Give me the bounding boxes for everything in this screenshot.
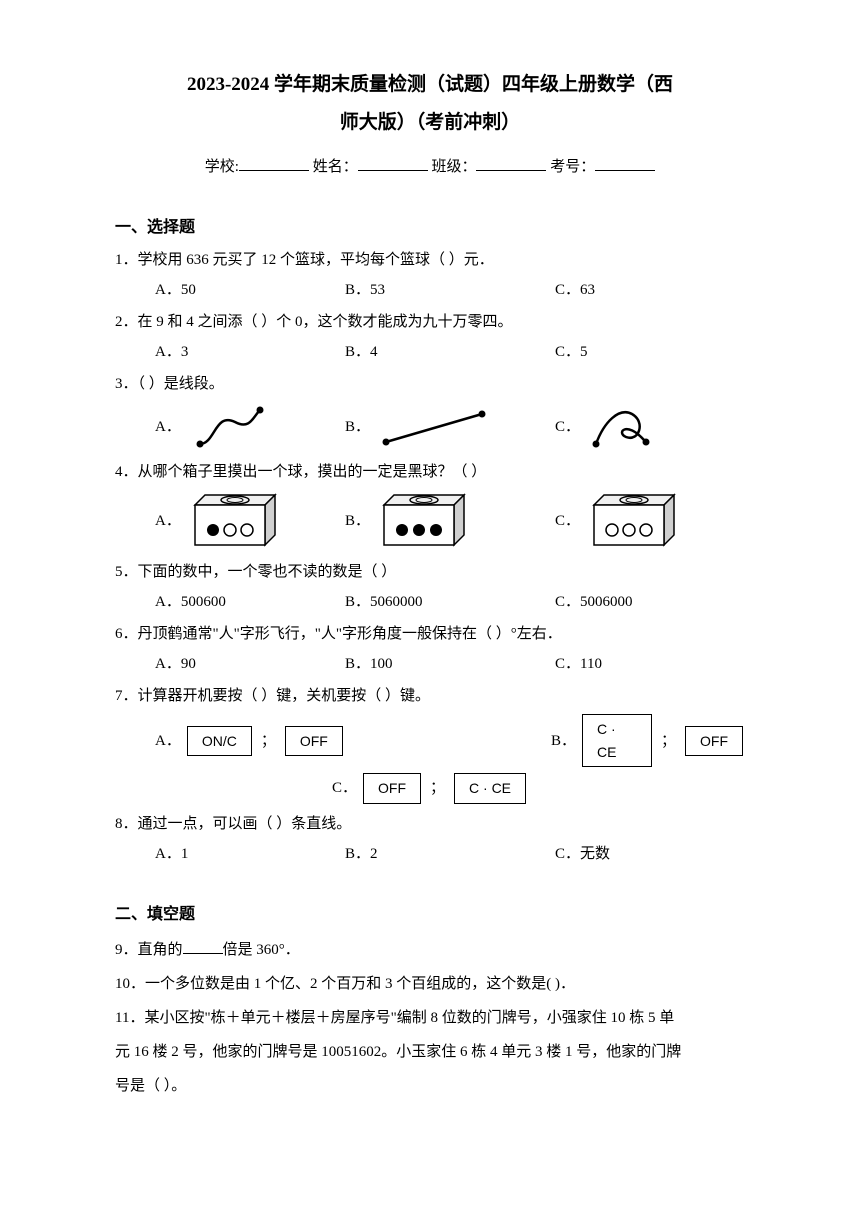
q4-opt-a[interactable]: A． [155,490,345,552]
q4-a-label: A． [155,509,181,533]
q3-opt-b[interactable]: B． [345,402,555,452]
off-button-icon: OFF [685,726,743,756]
loop-curve-icon [584,402,664,452]
blank-class[interactable] [476,153,546,171]
blank-name[interactable] [358,153,428,171]
section-2-title: 二、填空题 [115,902,745,928]
separator: ； [661,729,676,753]
question-9: 9．直角的 倍是 360°． [115,935,745,965]
q1-opt-c[interactable]: C．63 [555,278,595,302]
q3-c-label: C． [555,415,580,439]
q8-text: 8．通过一点，可以画（ ）条直线。 [115,812,745,836]
q9-text-b: 倍是 360°． [223,942,300,958]
q5-opt-b[interactable]: B．5060000 [345,590,555,614]
info-class: 班级： [431,159,476,175]
separator: ； [261,729,276,753]
onc-button-icon: ON/C [187,726,252,756]
q1-text: 1．学校用 636 元买了 12 个篮球，平均每个篮球（ ）元． [115,248,745,272]
question-3: 3．（ ）是线段。 A． B． C． [115,372,745,452]
curve-icon [185,402,275,452]
q4-opt-c[interactable]: C． [555,490,679,552]
q1-opt-a[interactable]: A．50 [155,278,345,302]
info-id: 考号： [550,159,595,175]
q2-opt-b[interactable]: B．4 [345,340,555,364]
q3-b-label: B． [345,415,370,439]
q3-a-label: A． [155,415,181,439]
question-5: 5．下面的数中，一个零也不读的数是（ ） A．500600 B．5060000 … [115,560,745,614]
q4-c-label: C． [555,509,580,533]
off-button-icon: OFF [363,773,421,803]
box-mixed-icon [185,490,280,552]
q5-opt-a[interactable]: A．500600 [155,590,345,614]
line-segment-icon [374,402,494,452]
q2-opt-a[interactable]: A．3 [155,340,345,364]
q7-b-label: B． [551,729,576,753]
q8-opt-b[interactable]: B．2 [345,842,555,866]
q6-opt-a[interactable]: A．90 [155,652,345,676]
q5-opt-c[interactable]: C．5006000 [555,590,633,614]
q7-opt-b[interactable]: B． C · CE ； OFF [551,714,745,767]
box-white-icon [584,490,679,552]
q3-text: 3．（ ）是线段。 [115,372,745,396]
q2-opt-c[interactable]: C．5 [555,340,588,364]
q5-text: 5．下面的数中，一个零也不读的数是（ ） [115,560,745,584]
question-4: 4．从哪个箱子里摸出一个球，摸出的一定是黑球？（ ） A． B． [115,460,745,552]
question-2: 2．在 9 和 4 之间添（ ）个 0，这个数才能成为九十万零四。 A．3 B．… [115,310,745,364]
q7-text: 7．计算器开机要按（ ）键，关机要按（ ）键。 [115,684,745,708]
question-6: 6．丹顶鹤通常"人"字形飞行，"人"字形角度一般保持在（ ）°左右． A．90 … [115,622,745,676]
q6-text: 6．丹顶鹤通常"人"字形飞行，"人"字形角度一般保持在（ ）°左右． [115,622,745,646]
separator: ； [430,776,445,800]
box-black-icon [374,490,469,552]
title-line2: 师大版）（考前冲刺） [115,108,745,138]
q8-opt-a[interactable]: A．1 [155,842,345,866]
off-button-icon: OFF [285,726,343,756]
q4-opt-b[interactable]: B． [345,490,555,552]
q9-text-a: 9．直角的 [115,942,183,958]
q7-c-label: C． [332,776,357,800]
q9-blank[interactable] [183,953,223,954]
info-name: 姓名： [313,159,358,175]
q4-text: 4．从哪个箱子里摸出一个球，摸出的一定是黑球？（ ） [115,460,745,484]
section-1-title: 一、选择题 [115,215,745,241]
question-11-line1: 11．某小区按"栋＋单元＋楼层＋房屋序号"编制 8 位数的门牌号，小强家住 10… [115,1003,745,1033]
question-11-line2: 元 16 楼 2 号，他家的门牌号是 10051602。小玉家住 6 栋 4 单… [115,1037,745,1067]
info-school: 学校: [205,159,239,175]
q3-opt-c[interactable]: C． [555,402,664,452]
q4-b-label: B． [345,509,370,533]
question-8: 8．通过一点，可以画（ ）条直线。 A．1 B．2 C．无数 [115,812,745,866]
question-7: 7．计算器开机要按（ ）键，关机要按（ ）键。 A． ON/C ； OFF B．… [115,684,745,803]
blank-school[interactable] [239,153,309,171]
info-line: 学校: 姓名： 班级： 考号： [115,153,745,179]
cce-button-icon: C · CE [454,773,526,803]
q6-opt-b[interactable]: B．100 [345,652,555,676]
q7-opt-a[interactable]: A． ON/C ； OFF [155,714,551,767]
q6-opt-c[interactable]: C．110 [555,652,602,676]
q3-opt-a[interactable]: A． [155,402,345,452]
q7-a-label: A． [155,729,181,753]
q2-text: 2．在 9 和 4 之间添（ ）个 0，这个数才能成为九十万零四。 [115,310,745,334]
q8-opt-c[interactable]: C．无数 [555,842,610,866]
question-11-line3: 号是（ ）。 [115,1071,745,1101]
cce-button-icon: C · CE [582,714,652,767]
question-1: 1．学校用 636 元买了 12 个篮球，平均每个篮球（ ）元． A．50 B．… [115,248,745,302]
q7-opt-c[interactable]: C． OFF ； C · CE [332,773,528,803]
title-line1: 2023-2024 学年期末质量检测（试题）四年级上册数学（西 [115,70,745,100]
blank-id[interactable] [595,153,655,171]
q1-opt-b[interactable]: B．53 [345,278,555,302]
question-10: 10．一个多位数是由 1 个亿、2 个百万和 3 个百组成的，这个数是( )． [115,969,745,999]
